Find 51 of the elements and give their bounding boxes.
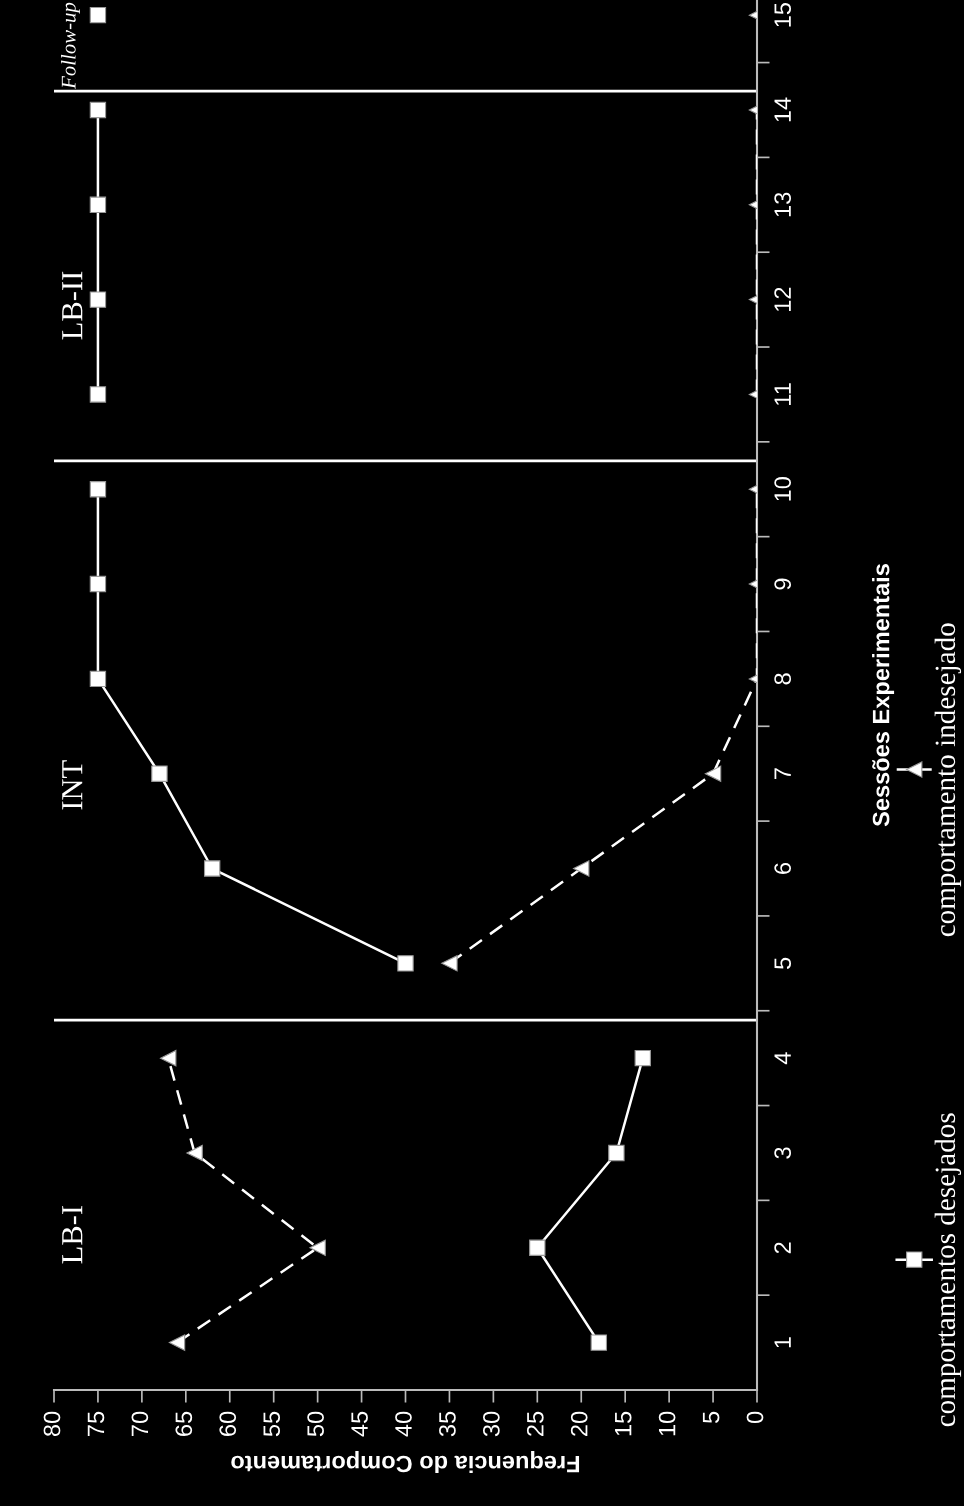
x-tick-label: 30	[482, 1411, 500, 1437]
y-tick-label: 5	[774, 957, 792, 969]
legend-label: comportamento indesejado	[934, 623, 962, 937]
x-tick-label: 75	[87, 1411, 105, 1436]
x-tick-label: 50	[307, 1411, 324, 1437]
annotation: LB-II	[62, 271, 83, 340]
x-tick-label: 65	[175, 1411, 193, 1436]
y-tick-label: 1	[774, 1337, 791, 1348]
x-tick-label: 45	[351, 1411, 368, 1437]
annotation: LB-I	[62, 1206, 83, 1264]
y-tick-label: 9	[774, 578, 792, 590]
annotation: INT	[62, 760, 83, 810]
point	[89, 196, 107, 213]
point	[89, 6, 107, 24]
y-tick-label: 3	[774, 1147, 792, 1159]
point	[89, 291, 107, 308]
point	[151, 765, 168, 782]
x-tick-label: 55	[263, 1411, 281, 1437]
y-tick-label: 15	[774, 3, 792, 27]
annotation: Follow-up	[61, 2, 80, 90]
y-tick-label: 4	[774, 1052, 791, 1065]
x-axis-title: Frequencia do Comportamento	[231, 1450, 580, 1473]
legend-label: comportamentos desejados	[934, 1113, 962, 1427]
y-tick-label: 6	[774, 862, 792, 874]
point	[89, 101, 107, 119]
x-tick-label: 60	[219, 1411, 237, 1436]
y-tick-label: 12	[774, 287, 791, 311]
x-tick-label: 15	[615, 1411, 632, 1436]
y-tick-label: 14	[774, 97, 791, 122]
x-tick-label: 20	[570, 1411, 588, 1436]
y-tick-label: 8	[774, 673, 792, 685]
x-tick-label: 80	[43, 1411, 61, 1437]
point	[89, 670, 107, 688]
y-axis-title: Sessões Experimentais	[872, 564, 895, 827]
x-tick-label: 70	[131, 1411, 149, 1436]
point	[397, 955, 414, 972]
y-tick-label: 13	[774, 192, 792, 217]
y-tick-label: 11	[774, 383, 791, 405]
x-tick-label: 40	[395, 1411, 412, 1437]
point	[89, 386, 107, 403]
point	[89, 481, 107, 498]
x-tick-label: 25	[526, 1411, 544, 1436]
y-tick-label: 2	[774, 1242, 791, 1254]
x-tick-label: 5	[702, 1411, 720, 1424]
y-tick-label: 10	[774, 477, 792, 501]
y-tick-label: 7	[774, 768, 791, 780]
point	[89, 575, 107, 593]
x-tick-label: 35	[439, 1411, 456, 1437]
x-tick-label: 0	[746, 1411, 764, 1424]
x-tick-label: 10	[658, 1411, 676, 1436]
point	[203, 860, 221, 877]
